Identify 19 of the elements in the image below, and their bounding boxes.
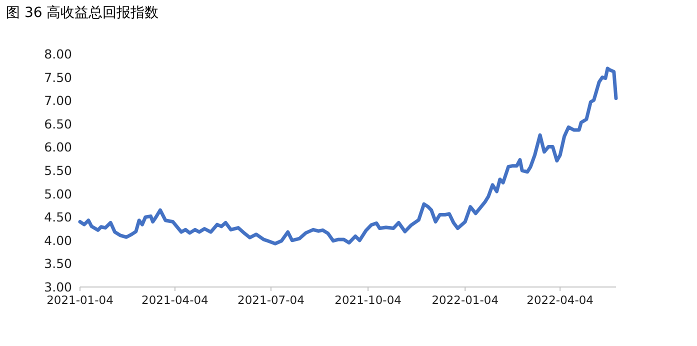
y-tick-label: 7.50	[44, 70, 72, 85]
x-tick-label: 2021-01-04	[46, 293, 114, 307]
x-tick-label: 2022-04-04	[526, 293, 594, 307]
y-tick-label: 5.00	[44, 186, 72, 202]
y-tick-label: 3.00	[44, 280, 72, 294]
x-tick-label: 2021-04-04	[142, 293, 208, 307]
y-tick-label: 3.50	[44, 256, 72, 272]
x-tick-label: 2021-10-04	[334, 293, 402, 307]
y-tick-label: 8.00	[44, 46, 72, 62]
y-tick-label: 4.50	[44, 210, 72, 225]
y-tick-label: 4.00	[44, 232, 72, 248]
chart-title: 图 36 高收益总回报指数	[6, 5, 159, 21]
y-tick-label: 5.50	[44, 163, 72, 178]
x-tick-label: 2021-07-04	[238, 293, 304, 307]
y-tick-label: 6.00	[44, 140, 72, 155]
y-tick-label: 7.00	[44, 93, 72, 108]
line-series	[78, 66, 618, 246]
x-tick-label: 2022-01-04	[432, 293, 499, 307]
y-tick-label: 6.50	[44, 116, 72, 132]
